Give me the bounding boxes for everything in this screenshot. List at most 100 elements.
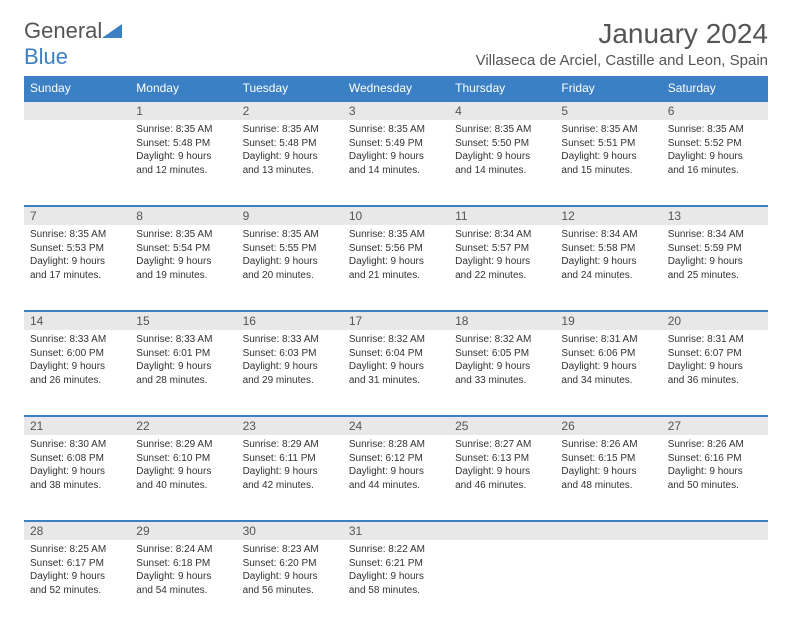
- sunrise-text: Sunrise: 8:31 AM: [561, 333, 655, 347]
- day-number: [662, 521, 768, 540]
- sunrise-text: Sunrise: 8:29 AM: [136, 438, 230, 452]
- daylight-text: Daylight: 9 hours and 28 minutes.: [136, 360, 230, 387]
- sunrise-text: Sunrise: 8:23 AM: [243, 543, 337, 557]
- day-number: 27: [662, 416, 768, 435]
- sunset-text: Sunset: 6:11 PM: [243, 452, 337, 466]
- day-number: [555, 521, 661, 540]
- sunrise-text: Sunrise: 8:27 AM: [455, 438, 549, 452]
- sunset-text: Sunset: 6:01 PM: [136, 347, 230, 361]
- day-cell: Sunrise: 8:29 AMSunset: 6:11 PMDaylight:…: [237, 435, 343, 521]
- sunrise-text: Sunrise: 8:26 AM: [561, 438, 655, 452]
- day-number: 14: [24, 311, 130, 330]
- daylight-text: Daylight: 9 hours and 17 minutes.: [30, 255, 124, 282]
- daylight-text: Daylight: 9 hours and 12 minutes.: [136, 150, 230, 177]
- sunrise-text: Sunrise: 8:24 AM: [136, 543, 230, 557]
- daylight-text: Daylight: 9 hours and 46 minutes.: [455, 465, 549, 492]
- day-number: 23: [237, 416, 343, 435]
- day-cell: [662, 540, 768, 626]
- day-number: 17: [343, 311, 449, 330]
- sunset-text: Sunset: 5:59 PM: [668, 242, 762, 256]
- sunset-text: Sunset: 6:00 PM: [30, 347, 124, 361]
- daylight-text: Daylight: 9 hours and 42 minutes.: [243, 465, 337, 492]
- day-cell: Sunrise: 8:34 AMSunset: 5:57 PMDaylight:…: [449, 225, 555, 311]
- sunrise-text: Sunrise: 8:32 AM: [455, 333, 549, 347]
- day-cell: Sunrise: 8:32 AMSunset: 6:05 PMDaylight:…: [449, 330, 555, 416]
- daylight-text: Daylight: 9 hours and 25 minutes.: [668, 255, 762, 282]
- sunrise-text: Sunrise: 8:35 AM: [455, 123, 549, 137]
- day-number: 4: [449, 101, 555, 120]
- day-cell: Sunrise: 8:25 AMSunset: 6:17 PMDaylight:…: [24, 540, 130, 626]
- day-cell: Sunrise: 8:26 AMSunset: 6:16 PMDaylight:…: [662, 435, 768, 521]
- header: General Blue January 2024 Villaseca de A…: [24, 18, 768, 70]
- daylight-text: Daylight: 9 hours and 14 minutes.: [455, 150, 549, 177]
- day-cell: [449, 540, 555, 626]
- day-number: 24: [343, 416, 449, 435]
- sunrise-text: Sunrise: 8:33 AM: [136, 333, 230, 347]
- day-number: [449, 521, 555, 540]
- day-number: 2: [237, 101, 343, 120]
- sunrise-text: Sunrise: 8:26 AM: [668, 438, 762, 452]
- day-cell: Sunrise: 8:33 AMSunset: 6:01 PMDaylight:…: [130, 330, 236, 416]
- logo-triangle-icon: [102, 18, 122, 44]
- daylight-text: Daylight: 9 hours and 50 minutes.: [668, 465, 762, 492]
- daylight-text: Daylight: 9 hours and 22 minutes.: [455, 255, 549, 282]
- daylight-text: Daylight: 9 hours and 54 minutes.: [136, 570, 230, 597]
- daylight-text: Daylight: 9 hours and 56 minutes.: [243, 570, 337, 597]
- day-number: 28: [24, 521, 130, 540]
- location-text: Villaseca de Arciel, Castille and Leon, …: [476, 52, 768, 69]
- day-number: 10: [343, 206, 449, 225]
- logo-text: General Blue: [24, 18, 122, 70]
- day-number: 21: [24, 416, 130, 435]
- day-number: 30: [237, 521, 343, 540]
- sunrise-text: Sunrise: 8:35 AM: [136, 123, 230, 137]
- day-number: [24, 101, 130, 120]
- sunrise-text: Sunrise: 8:22 AM: [349, 543, 443, 557]
- day-cell: Sunrise: 8:35 AMSunset: 5:50 PMDaylight:…: [449, 120, 555, 206]
- sunset-text: Sunset: 5:54 PM: [136, 242, 230, 256]
- sunset-text: Sunset: 6:18 PM: [136, 557, 230, 571]
- day-number: 6: [662, 101, 768, 120]
- week-daynum-row: 123456: [24, 101, 768, 120]
- day-cell: Sunrise: 8:35 AMSunset: 5:54 PMDaylight:…: [130, 225, 236, 311]
- sunrise-text: Sunrise: 8:35 AM: [243, 228, 337, 242]
- sunrise-text: Sunrise: 8:32 AM: [349, 333, 443, 347]
- sunset-text: Sunset: 5:49 PM: [349, 137, 443, 151]
- day-number: 26: [555, 416, 661, 435]
- week-daynum-row: 21222324252627: [24, 416, 768, 435]
- logo-text-general: General: [24, 18, 102, 43]
- daylight-text: Daylight: 9 hours and 48 minutes.: [561, 465, 655, 492]
- logo: General Blue: [24, 18, 122, 70]
- day-header: Sunday: [24, 76, 130, 101]
- daylight-text: Daylight: 9 hours and 38 minutes.: [30, 465, 124, 492]
- sunset-text: Sunset: 6:12 PM: [349, 452, 443, 466]
- title-block: January 2024 Villaseca de Arciel, Castil…: [476, 18, 768, 69]
- sunset-text: Sunset: 5:48 PM: [136, 137, 230, 151]
- day-number: 15: [130, 311, 236, 330]
- day-cell: Sunrise: 8:26 AMSunset: 6:15 PMDaylight:…: [555, 435, 661, 521]
- sunrise-text: Sunrise: 8:34 AM: [668, 228, 762, 242]
- day-cell: Sunrise: 8:32 AMSunset: 6:04 PMDaylight:…: [343, 330, 449, 416]
- daylight-text: Daylight: 9 hours and 34 minutes.: [561, 360, 655, 387]
- daylight-text: Daylight: 9 hours and 31 minutes.: [349, 360, 443, 387]
- sunset-text: Sunset: 6:08 PM: [30, 452, 124, 466]
- month-title: January 2024: [476, 18, 768, 50]
- daylight-text: Daylight: 9 hours and 44 minutes.: [349, 465, 443, 492]
- week-content-row: Sunrise: 8:33 AM Sunset: 6:00 PM Daylight:…: [24, 330, 768, 416]
- day-cell: Sunrise: 8:35 AMSunset: 5:49 PMDaylight:…: [343, 120, 449, 206]
- sunset-text: Sunset: 6:16 PM: [668, 452, 762, 466]
- week-content-row: Sunrise: 8:35 AMSunset: 5:48 PMDaylight:…: [24, 120, 768, 206]
- day-number: 31: [343, 521, 449, 540]
- week-daynum-row: 78910111213: [24, 206, 768, 225]
- sunset-text: Sunset: 6:05 PM: [455, 347, 549, 361]
- day-number: 9: [237, 206, 343, 225]
- sunset-text: Sunset: 5:53 PM: [30, 242, 124, 256]
- day-cell: Sunrise: 8:35 AMSunset: 5:53 PMDaylight:…: [24, 225, 130, 311]
- day-number: 1: [130, 101, 236, 120]
- sunrise-text: Sunrise: 8:35 AM: [349, 123, 443, 137]
- day-header: Thursday: [449, 76, 555, 101]
- day-cell: Sunrise: 8:35 AMSunset: 5:52 PMDaylight:…: [662, 120, 768, 206]
- day-header: Tuesday: [237, 76, 343, 101]
- sunset-text: Sunset: 6:10 PM: [136, 452, 230, 466]
- sunset-text: Sunset: 5:56 PM: [349, 242, 443, 256]
- sunset-text: Sunset: 6:17 PM: [30, 557, 124, 571]
